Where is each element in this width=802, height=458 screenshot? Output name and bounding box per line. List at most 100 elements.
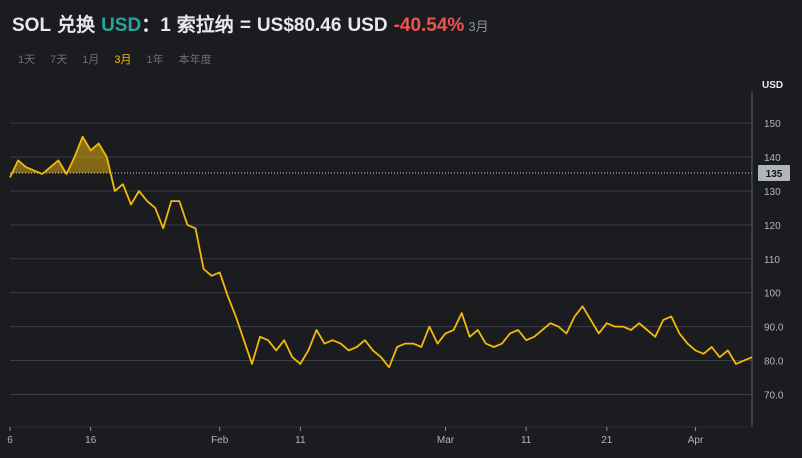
data-point [533, 336, 535, 338]
range-tab[interactable]: 3月 [114, 54, 132, 66]
data-point [267, 339, 269, 341]
data-point [574, 315, 576, 317]
x-tick-label: Feb [211, 435, 229, 446]
data-point [17, 159, 19, 161]
data-point [283, 339, 285, 341]
data-point [146, 200, 148, 202]
data-point [622, 326, 624, 328]
data-point [670, 315, 672, 317]
data-point [130, 204, 132, 206]
data-point [251, 363, 253, 365]
data-point [82, 136, 84, 138]
range-tab[interactable]: 7天 [50, 54, 68, 66]
data-point [307, 349, 309, 351]
x-tick-label: 6 [7, 435, 13, 446]
data-point [590, 319, 592, 321]
data-point [703, 353, 705, 355]
colon: ： [141, 15, 161, 36]
data-point [299, 363, 301, 365]
quote-symbol[interactable]: USD [101, 15, 142, 36]
data-point [461, 312, 463, 314]
data-point [630, 329, 632, 331]
data-point [348, 349, 350, 351]
data-point [219, 271, 221, 273]
data-point [727, 349, 729, 351]
x-tick-label: 11 [521, 435, 532, 446]
data-point [711, 346, 713, 348]
data-point [138, 190, 140, 192]
data-point [582, 305, 584, 307]
data-point [517, 329, 519, 331]
data-point [445, 332, 447, 334]
range-tab[interactable]: 1年 [146, 54, 164, 66]
data-point [211, 275, 213, 277]
quantity: 1 [160, 15, 171, 36]
data-point [33, 170, 35, 172]
data-point [57, 159, 59, 161]
data-point [65, 173, 67, 175]
data-point [315, 329, 317, 331]
data-point [178, 200, 180, 202]
data-point [291, 356, 293, 358]
change-percent: -40.54% [393, 15, 465, 36]
data-point [566, 332, 568, 334]
data-point [340, 343, 342, 345]
data-point [485, 343, 487, 345]
equals-sign: = [239, 15, 251, 36]
data-point [469, 336, 471, 338]
data-point [549, 322, 551, 324]
y-tick-label: 80.0 [764, 357, 784, 368]
x-tick-label: Apr [688, 435, 704, 446]
baseline-tag [758, 164, 790, 181]
data-point [154, 207, 156, 209]
data-point [332, 339, 334, 341]
range-tab[interactable]: 1月 [82, 54, 100, 66]
y-tick-label: 90.0 [764, 323, 784, 334]
data-point [751, 356, 753, 358]
data-point [501, 343, 503, 345]
data-point [477, 329, 479, 331]
y-tick-label: 150 [764, 119, 781, 130]
baseline-tag-label: 135 [766, 169, 783, 180]
data-point [364, 339, 366, 341]
data-point [186, 224, 188, 226]
data-point [98, 142, 100, 144]
data-point [114, 190, 116, 192]
data-point [743, 360, 745, 362]
y-tick-label: 100 [764, 289, 781, 300]
y-tick-label: 120 [764, 221, 781, 232]
data-point [662, 319, 664, 321]
data-point [49, 166, 51, 168]
data-point [541, 329, 543, 331]
y-axis-unit: USD [762, 80, 783, 91]
exchange-word: 兑换 [57, 15, 96, 36]
data-point [614, 326, 616, 328]
data-point [420, 346, 422, 348]
x-tick-label: Mar [437, 435, 455, 446]
data-point [606, 322, 608, 324]
range-tab[interactable]: 1天 [18, 54, 36, 66]
data-point [25, 166, 27, 168]
x-tick-label: 21 [601, 435, 613, 446]
data-point [259, 336, 261, 338]
data-point [106, 156, 108, 158]
data-point [598, 332, 600, 334]
data-point [557, 326, 559, 328]
data-point [162, 227, 164, 229]
data-point [41, 173, 43, 175]
data-point [275, 349, 277, 351]
data-point [396, 346, 398, 348]
area-fill [12, 136, 111, 173]
current-price: US$80.46 [256, 15, 342, 36]
data-point [412, 343, 414, 345]
range-tabs: 1天 7天 1月 3月 1年 本年度 [18, 51, 227, 67]
price-header: SOL 兑换 USD ： 1 索拉纳 = US$80.46 USD -40.54… [12, 10, 489, 36]
base-symbol: SOL [12, 15, 52, 36]
price-unit: USD [347, 15, 388, 36]
data-point [324, 343, 326, 345]
data-point [90, 149, 92, 151]
x-tick-label: 11 [295, 435, 306, 446]
range-tab[interactable]: 本年度 [178, 54, 212, 66]
data-point [122, 183, 124, 185]
